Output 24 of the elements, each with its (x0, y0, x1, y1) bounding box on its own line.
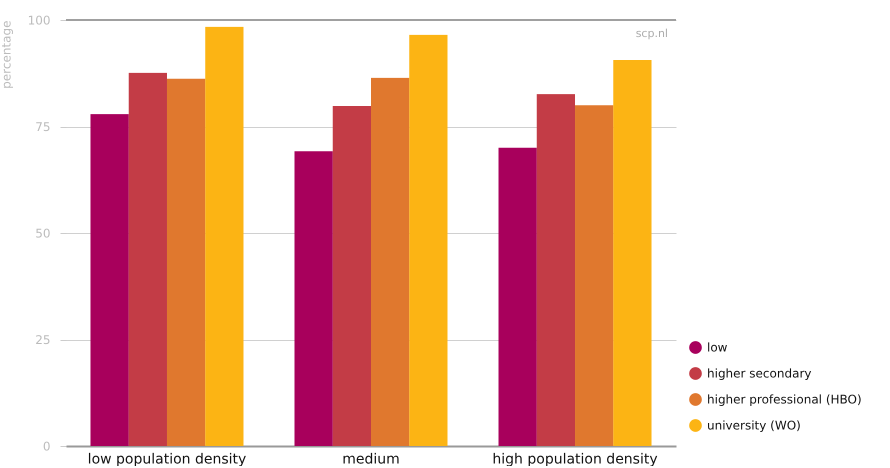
bar (294, 151, 333, 446)
y-tick-label: 0 (42, 440, 50, 454)
bar (498, 148, 537, 446)
y-axis-title: percentage (0, 20, 14, 89)
bar (536, 94, 576, 446)
bar (205, 26, 244, 446)
bar (575, 105, 614, 446)
legend-label: university (WO) (707, 418, 801, 432)
x-tick-label: medium (342, 452, 400, 468)
legend-label: higher professional (HBO) (707, 392, 862, 406)
bar (166, 78, 206, 446)
bar (90, 114, 129, 446)
bar (613, 60, 652, 446)
legend-label: higher secondary (707, 366, 812, 380)
bar (409, 34, 448, 446)
y-tick-label: 50 (35, 226, 50, 240)
bar (128, 72, 167, 446)
annotation: scp.nl (636, 27, 668, 40)
y-tick-label: 100 (28, 14, 50, 28)
y-tick-label: 75 (35, 120, 50, 134)
bar (332, 106, 371, 446)
bar (371, 78, 410, 446)
y-tick-label: 25 (35, 333, 50, 347)
legend-label: low (707, 340, 728, 354)
